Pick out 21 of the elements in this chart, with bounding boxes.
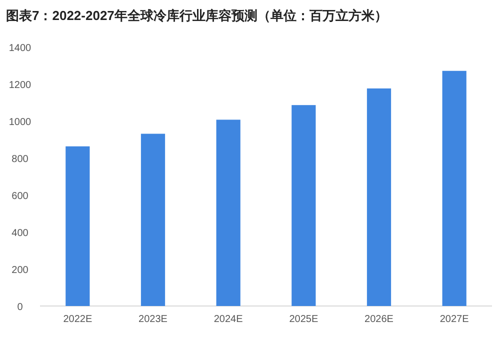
bar (292, 105, 316, 306)
x-tick-label: 2023E (138, 314, 168, 325)
bar (442, 70, 466, 306)
bar (366, 88, 392, 306)
y-tick-label: 400 (12, 228, 29, 239)
y-tick-label: 1200 (8, 80, 32, 91)
x-tick-label: 2026E (364, 314, 394, 325)
y-tick-label: 200 (12, 265, 29, 276)
x-tick-label: 2024E (214, 314, 244, 325)
y-tick-label: 800 (12, 154, 29, 165)
y-tick-label: 0 (17, 302, 24, 313)
y-tick-label: 1000 (8, 117, 32, 128)
bar (216, 120, 240, 306)
x-tick-label: 2022E (63, 314, 92, 325)
bar (140, 134, 166, 306)
chart-title: 图表7：2022-2027年全球冷库行业库容预测（单位：百万立方米） (6, 8, 388, 23)
y-tick-label: 1400 (8, 43, 32, 54)
y-tick-label: 600 (12, 191, 29, 202)
x-tick-label: 2027E (440, 314, 470, 325)
bar (66, 146, 90, 306)
x-tick-label: 2025E (289, 314, 318, 325)
